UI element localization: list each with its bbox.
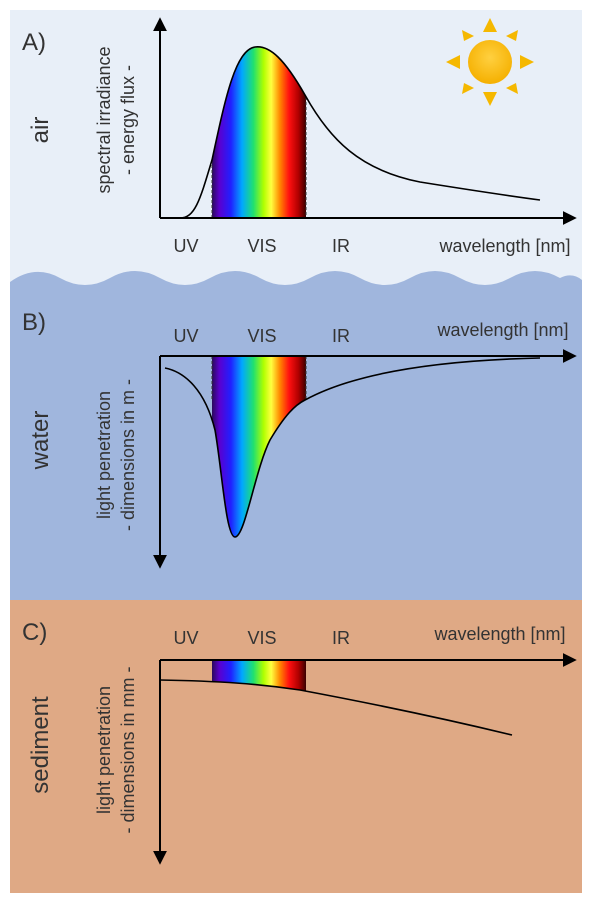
curve — [159, 679, 513, 736]
panel-c: C) sediment light penetration - dimensio… — [22, 619, 577, 865]
x-axis-label: wavelength [nm] — [438, 236, 570, 256]
sun-icon — [446, 18, 534, 106]
y-axis-label: - dimensions in m - — [118, 379, 138, 531]
y-axis-label: - dimensions in mm - — [118, 666, 138, 833]
panel-a: A) air spectral irradiance - energy flux… — [22, 17, 577, 256]
medium-label: sediment — [27, 696, 54, 794]
y-axis-label: light penetration — [94, 686, 114, 814]
band-label: UV — [173, 236, 198, 256]
water-bg — [10, 271, 582, 600]
band-label: IR — [332, 236, 350, 256]
panel-letter: B) — [22, 309, 46, 336]
curve — [179, 46, 541, 219]
band-label: IR — [332, 628, 350, 648]
band-label: VIS — [247, 326, 276, 346]
band-label: IR — [332, 326, 350, 346]
x-axis-label: wavelength [nm] — [433, 624, 565, 644]
band-label: UV — [173, 326, 198, 346]
y-axis-label: spectral irradiance — [94, 46, 114, 193]
curve — [164, 357, 541, 538]
band-label: UV — [173, 628, 198, 648]
medium-label: air — [27, 117, 54, 144]
band-label: VIS — [247, 628, 276, 648]
medium-label: water — [27, 411, 54, 471]
x-axis-label: wavelength [nm] — [436, 320, 568, 340]
band-label: VIS — [247, 236, 276, 256]
panel-letter: A) — [22, 29, 46, 56]
y-axis-label: light penetration — [94, 391, 114, 519]
sediment-bg — [10, 600, 582, 893]
y-axis-label: - energy flux - — [118, 65, 138, 175]
panel-letter: C) — [22, 619, 47, 646]
